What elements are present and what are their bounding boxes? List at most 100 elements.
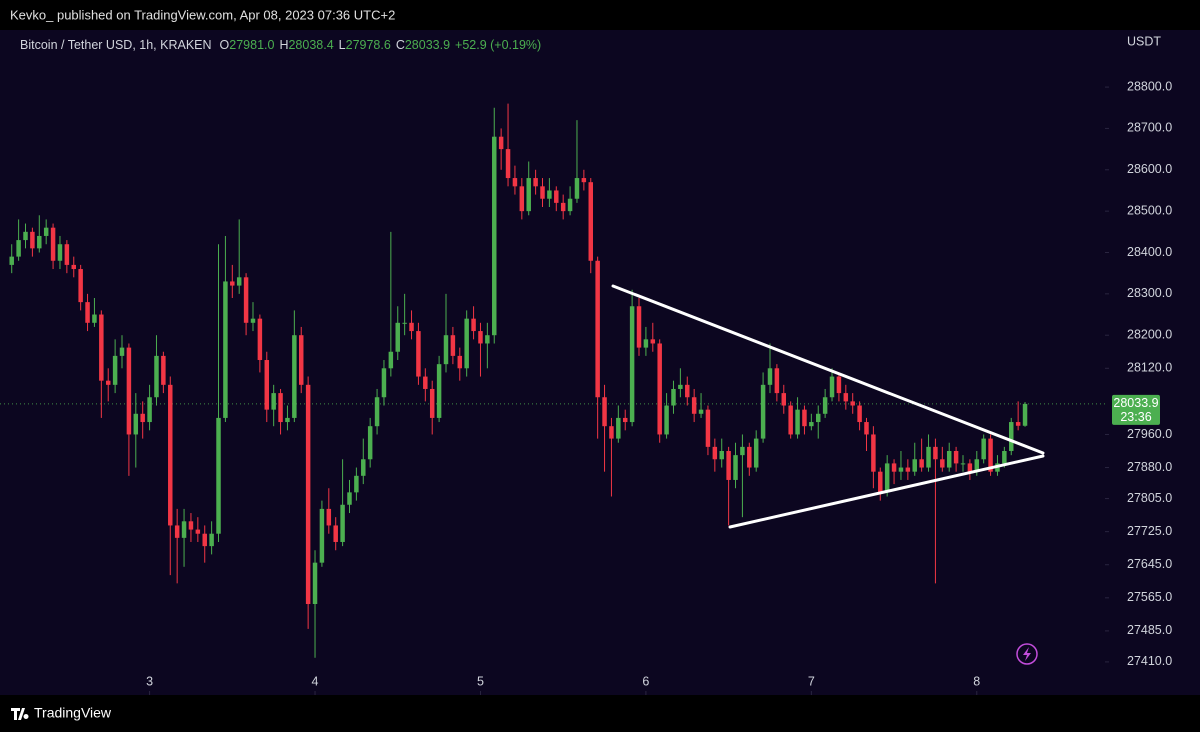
footer-logo[interactable]: TradingView (11, 705, 112, 721)
candle-body (554, 190, 559, 203)
candle-body (57, 244, 63, 261)
candle-body (753, 438, 759, 468)
candle-body (560, 202, 566, 212)
candle-body (361, 459, 366, 476)
candle-body (740, 446, 745, 456)
candle-body (347, 492, 352, 505)
y-tick-label: 28200.0 (1127, 328, 1172, 342)
candle-body (423, 376, 428, 389)
candle-body (119, 347, 125, 356)
icon-bolt[interactable] (1023, 647, 1031, 661)
candle-body (381, 368, 387, 398)
y-tick-label: 28600.0 (1127, 162, 1172, 176)
candle-body (967, 463, 973, 472)
change: +52.9 (+0.19%) (455, 38, 541, 52)
candle-body (278, 393, 283, 423)
candle-body (436, 364, 442, 418)
candle-body (126, 347, 132, 435)
candle-body (478, 331, 483, 344)
candle-body (512, 178, 518, 187)
x-tick-label: 8 (973, 674, 980, 688)
candle-body (319, 508, 325, 563)
candle-body (37, 235, 42, 249)
candle-body (953, 451, 959, 464)
ohlc-key: O (220, 38, 230, 52)
candle-body (795, 409, 800, 435)
candle-body (367, 426, 373, 460)
candle-body (933, 446, 938, 460)
candle-body (533, 178, 538, 187)
candle-body (374, 397, 380, 427)
y-tick-label: 27805.0 (1127, 491, 1172, 505)
candle-body (664, 405, 669, 435)
currency-label: USDT (1127, 34, 1161, 48)
candle-body (250, 318, 256, 323)
candle-body (671, 388, 676, 406)
candle-body (285, 417, 290, 423)
candle-body (305, 384, 311, 605)
ohlc-value: 28033.9 (405, 38, 450, 52)
plot-area: 28800.0 28700.0 28600.0 28500.0 28400.0 28300… (0, 79, 1172, 695)
y-tick-label: 27645.0 (1127, 557, 1172, 571)
trendline-upper (611, 284, 1045, 455)
candle-body (905, 467, 911, 472)
candle-body (815, 413, 821, 423)
candle-body (23, 231, 28, 241)
x-tick-label: 3 (146, 674, 153, 688)
candle-body (726, 451, 731, 480)
candle-body (147, 397, 152, 423)
replay-icon[interactable] (1016, 643, 1038, 665)
candle-body (112, 355, 118, 385)
candle-body (891, 463, 897, 472)
candle-body (588, 182, 593, 261)
candle-body (781, 393, 787, 406)
y-tick-label: 28500.0 (1127, 203, 1172, 217)
ohlc-value: 27978.6 (346, 38, 391, 52)
candle-body (767, 368, 773, 385)
x-tick-label: 4 (312, 674, 319, 688)
candle-body (960, 463, 966, 465)
candle-body (450, 335, 456, 356)
candle-body (788, 405, 793, 435)
candle-body (1022, 403, 1028, 426)
candle-body (402, 322, 407, 324)
candle-body (43, 227, 49, 236)
candle-body (829, 376, 835, 398)
candle-body (230, 281, 235, 286)
candle-body (209, 533, 214, 547)
icon-circle[interactable] (1016, 643, 1038, 665)
y-tick-label: 27485.0 (1127, 623, 1172, 637)
candle-body (602, 397, 607, 427)
candle-body (878, 471, 883, 493)
candle-body (802, 409, 807, 427)
y-tick-label: 27960.0 (1127, 427, 1172, 441)
logo-text[interactable]: TradingView (34, 705, 112, 721)
candle-body (161, 355, 166, 385)
candle-body (429, 388, 435, 418)
candle-body (747, 446, 752, 468)
candle-body (650, 339, 656, 344)
candle-body (574, 178, 580, 199)
candle-body (822, 397, 828, 414)
candle-body (105, 380, 111, 385)
candle-body (181, 521, 187, 538)
candle-body (64, 244, 70, 265)
y-tick-label: 27725.0 (1127, 524, 1172, 538)
candle-body (16, 240, 21, 257)
candle-body (298, 335, 304, 385)
candle-body (99, 314, 104, 381)
candle-body (257, 318, 263, 361)
x-tick-label: 7 (808, 674, 815, 688)
candle-body (471, 318, 476, 332)
candle-body (388, 351, 394, 369)
logo-mark[interactable] (11, 708, 29, 720)
candle-body (698, 409, 704, 414)
candle-body (292, 335, 297, 418)
symbol: Bitcoin / Tether USD, 1h, KRAKEN (20, 38, 212, 52)
candle-body (760, 384, 766, 439)
candle-body (629, 306, 635, 423)
candle-body (988, 438, 993, 472)
candle-body (92, 314, 97, 323)
candle-body (857, 405, 862, 423)
